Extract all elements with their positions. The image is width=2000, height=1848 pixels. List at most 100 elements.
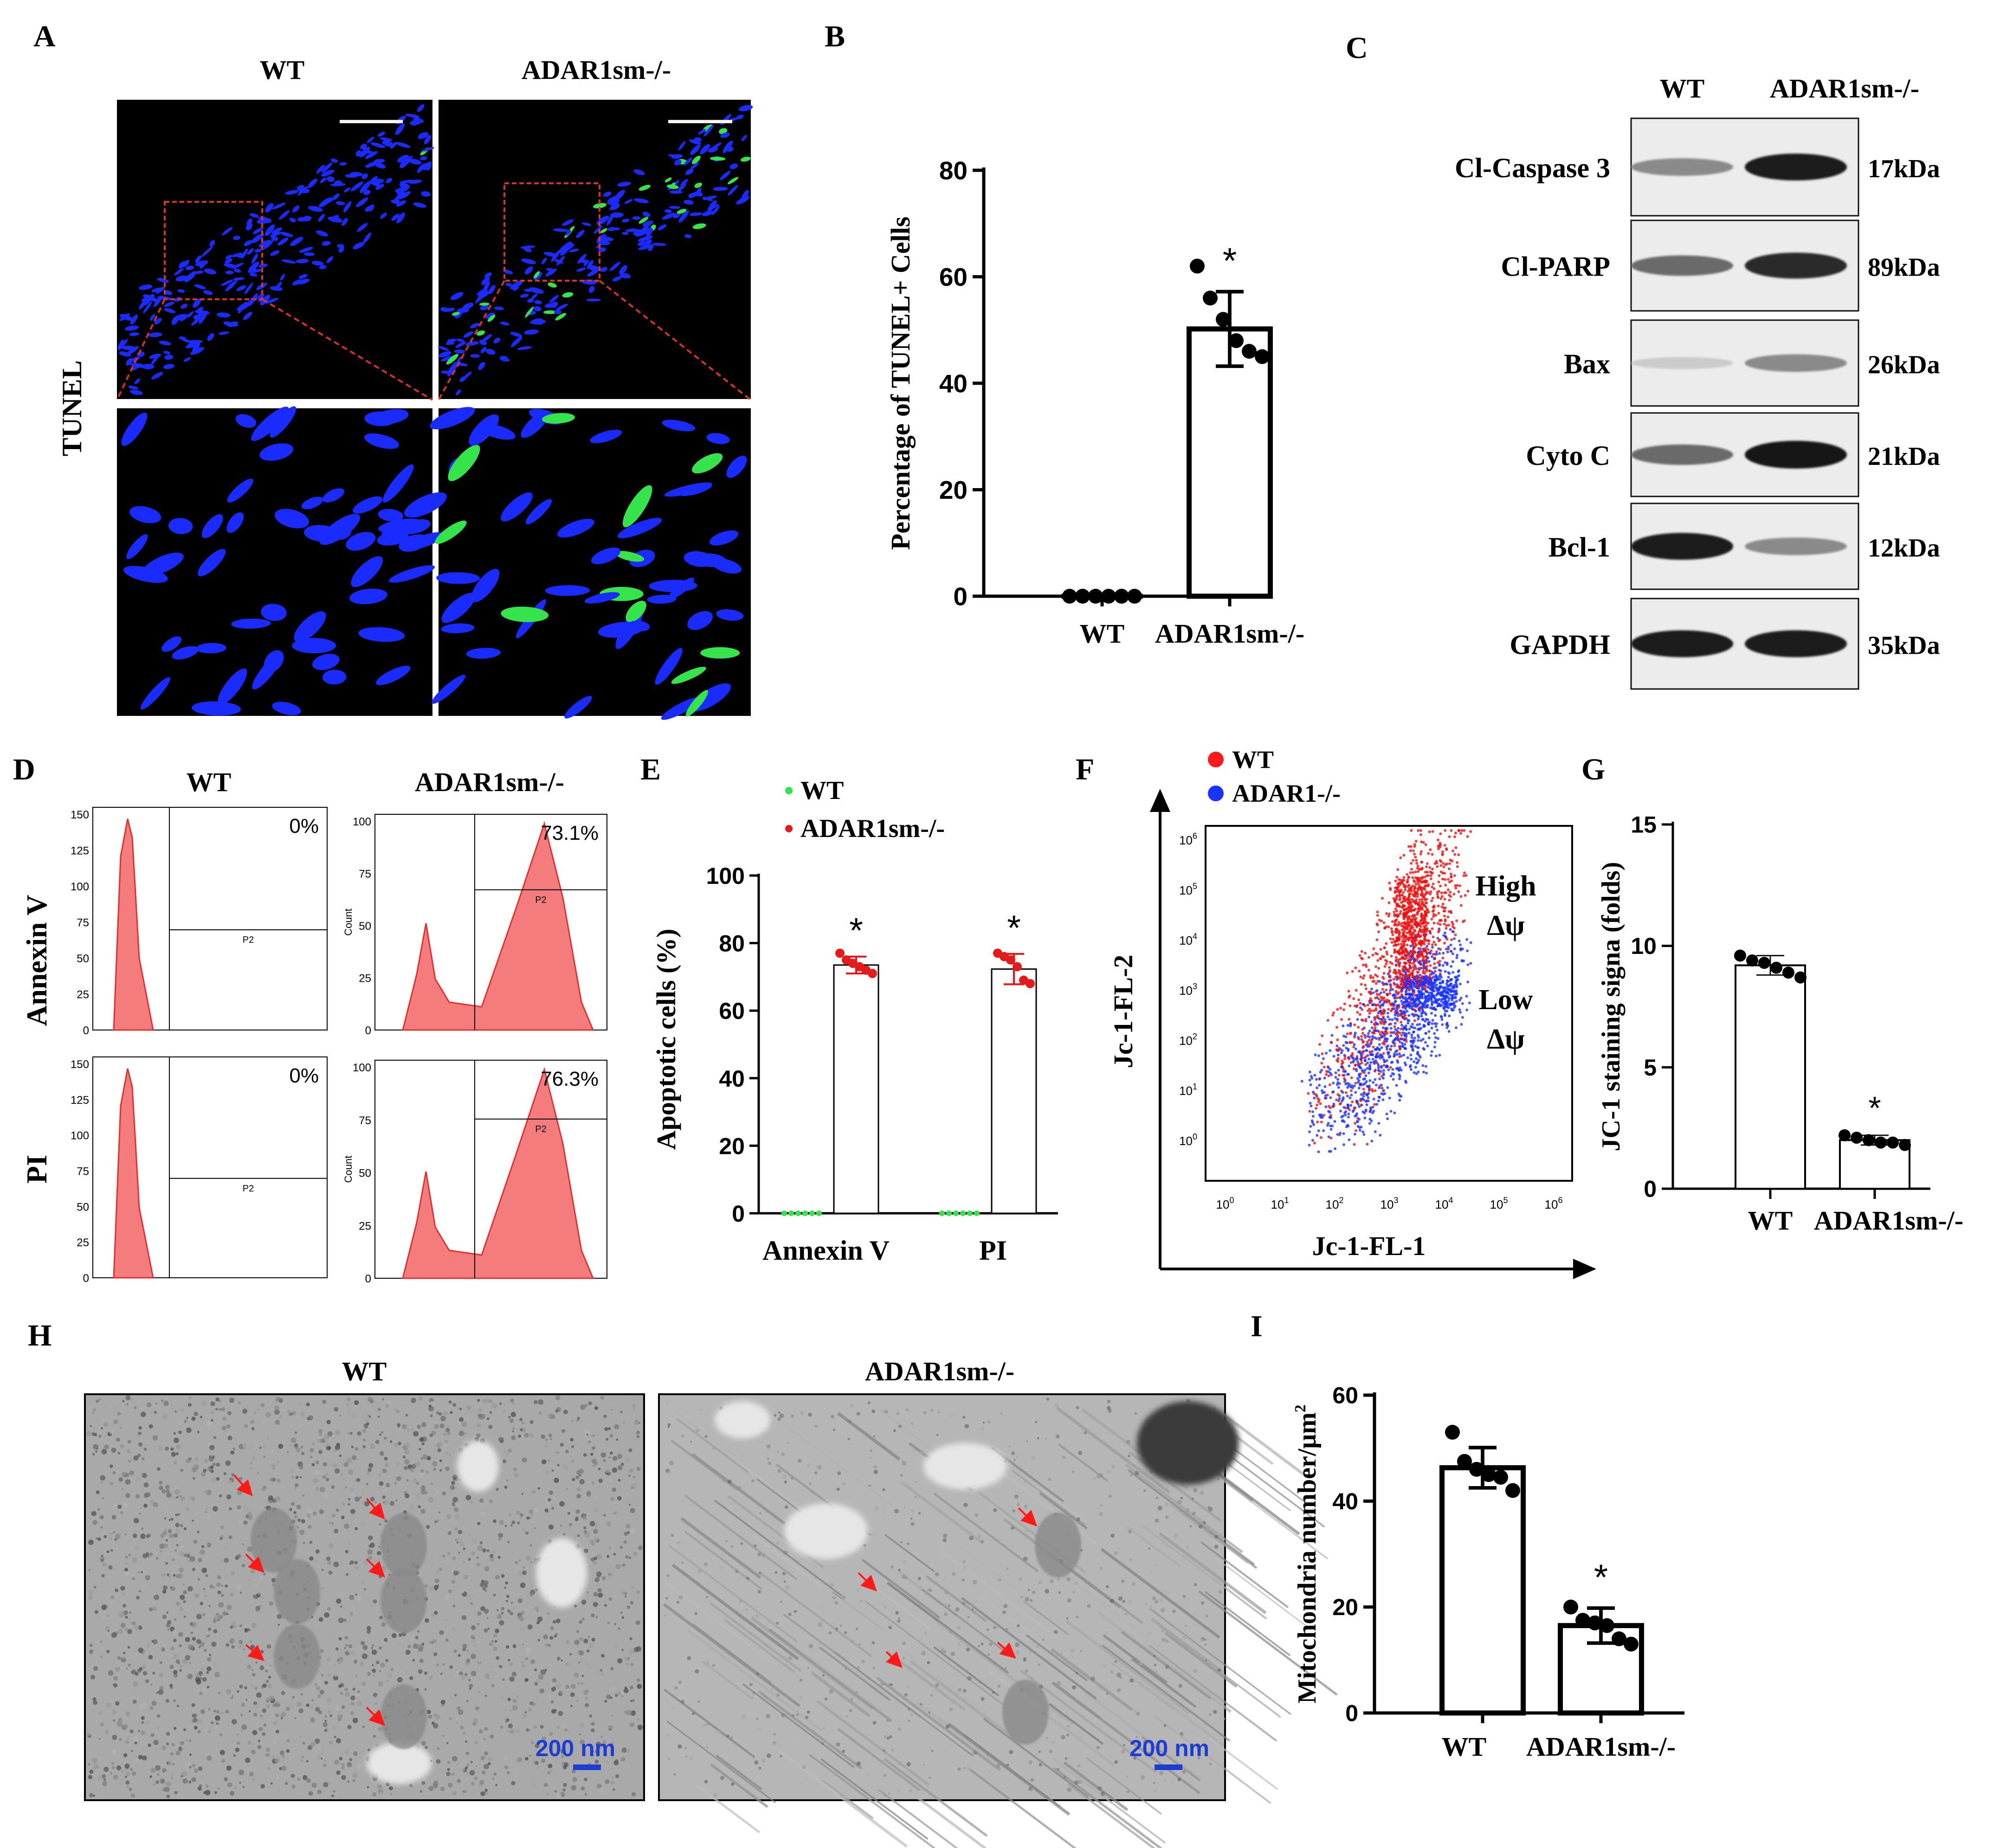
nucleus (533, 306, 542, 312)
tem-speckle (206, 1755, 212, 1761)
gate-percent: 0% (289, 815, 319, 837)
tem-speckle (587, 1565, 592, 1571)
data-point (1101, 589, 1116, 604)
scatter-dot (1313, 1074, 1316, 1077)
hist-tick-label: 75 (77, 1165, 89, 1178)
tem-speckle (422, 1454, 428, 1460)
tem-speckle (598, 1468, 601, 1470)
scatter-dot (1436, 865, 1439, 868)
scatter-dot (1458, 940, 1461, 943)
tem-speckle (93, 1666, 98, 1671)
x-tick-label: WT (1748, 1205, 1793, 1236)
scatter-dot (1418, 898, 1421, 901)
scatter-dot (1465, 874, 1468, 877)
tem-speckle (310, 1456, 313, 1458)
tem-speckle (155, 1765, 161, 1771)
scatter-dot (1376, 910, 1379, 914)
scatter-dot (1417, 1007, 1420, 1010)
scatter-dot (1395, 1004, 1399, 1007)
tem-speckle (623, 1688, 629, 1693)
nucleus (395, 123, 405, 135)
scatter-dot (1367, 968, 1370, 972)
tem-speckle (461, 1615, 467, 1620)
tem-speckle (130, 1398, 134, 1402)
tem-speckle (116, 1765, 122, 1771)
tem-speckle (556, 1726, 560, 1729)
nucleus (527, 298, 534, 303)
tem-speckle (100, 1481, 103, 1484)
tem-speckle (206, 1420, 212, 1426)
tem-speckle (295, 1431, 297, 1434)
nucleus (395, 187, 409, 193)
scatter-dot (1386, 1032, 1389, 1035)
nucleus (691, 155, 701, 164)
scatter-dot (1347, 1112, 1350, 1115)
scatter-dot (1347, 996, 1350, 999)
nucleus (479, 303, 490, 306)
tem-speckle (261, 1641, 264, 1643)
tem-speckle (344, 1687, 348, 1692)
scatter-dot (1443, 998, 1446, 1002)
scatter-dot (1422, 964, 1425, 967)
scatter-dot (1346, 972, 1349, 975)
tem-speckle (456, 1764, 459, 1766)
tem-speckle (206, 1671, 209, 1674)
data-point (1782, 966, 1794, 979)
tem-speckle (211, 1419, 213, 1422)
tem-speckle (594, 1523, 600, 1529)
scatter-dot (1425, 865, 1428, 869)
scatter-dot (1430, 1050, 1433, 1053)
scatter-x-tick-exp: 0 (1229, 1196, 1234, 1205)
scatter-dot (1450, 876, 1453, 879)
nucleus (482, 334, 492, 342)
tem-speckle (236, 1584, 241, 1590)
nucleus (632, 216, 641, 220)
scatter-dot (1387, 979, 1391, 983)
scatter-dot (1329, 1124, 1332, 1127)
scatter-dot (1459, 904, 1463, 907)
nucleus (713, 187, 728, 191)
tem-speckle (445, 1424, 450, 1429)
scatter-dot (1452, 922, 1455, 926)
scatter-dot (1359, 1052, 1362, 1055)
panel-d-label: D (13, 753, 35, 786)
scatter-dot (1400, 1024, 1403, 1027)
tem-speckle (545, 1626, 551, 1632)
nucleus (569, 248, 579, 252)
scatter-dot (1395, 927, 1398, 930)
scatter-dot (1372, 1045, 1375, 1049)
scatter-dot (1399, 985, 1402, 989)
nucleus (299, 247, 313, 253)
scatter-y-tick: 102 (1179, 1032, 1197, 1048)
tem-speckle (593, 1507, 599, 1513)
scatter-dot (1437, 912, 1440, 915)
scatter-dot (1416, 1061, 1419, 1064)
scatter-dot (1419, 919, 1422, 922)
tem-speckle (309, 1556, 314, 1561)
y-tick-label: 80 (939, 156, 968, 185)
tem-speckle (316, 1686, 321, 1691)
scatter-dot (1387, 1068, 1390, 1071)
scatter-dot (1342, 1096, 1345, 1099)
scatter-dot (1407, 1004, 1411, 1007)
nucleus (236, 252, 244, 258)
scatter-dot (1422, 918, 1425, 921)
tem-speckle (347, 1780, 350, 1783)
scatter-dot (1464, 894, 1467, 897)
tem-speckle (569, 1653, 572, 1656)
nucleus (417, 163, 426, 173)
tem-speckle (124, 1776, 127, 1778)
tem-speckle (630, 1686, 633, 1689)
tem-speckle (604, 1481, 607, 1486)
tem-speckle (555, 1395, 561, 1401)
scatter-dot (1388, 1096, 1391, 1100)
nucleus (553, 228, 569, 232)
tem-speckle (510, 1398, 514, 1403)
scatter-dot (1402, 1005, 1406, 1008)
scatter-dot (1359, 1057, 1362, 1061)
scatter-dot (1395, 1084, 1398, 1087)
tem-speckle (406, 1479, 409, 1481)
tem-speckle (100, 1475, 106, 1481)
scatter-dot (1319, 1136, 1323, 1139)
panel-d-row1: Annexin V (21, 895, 53, 1026)
